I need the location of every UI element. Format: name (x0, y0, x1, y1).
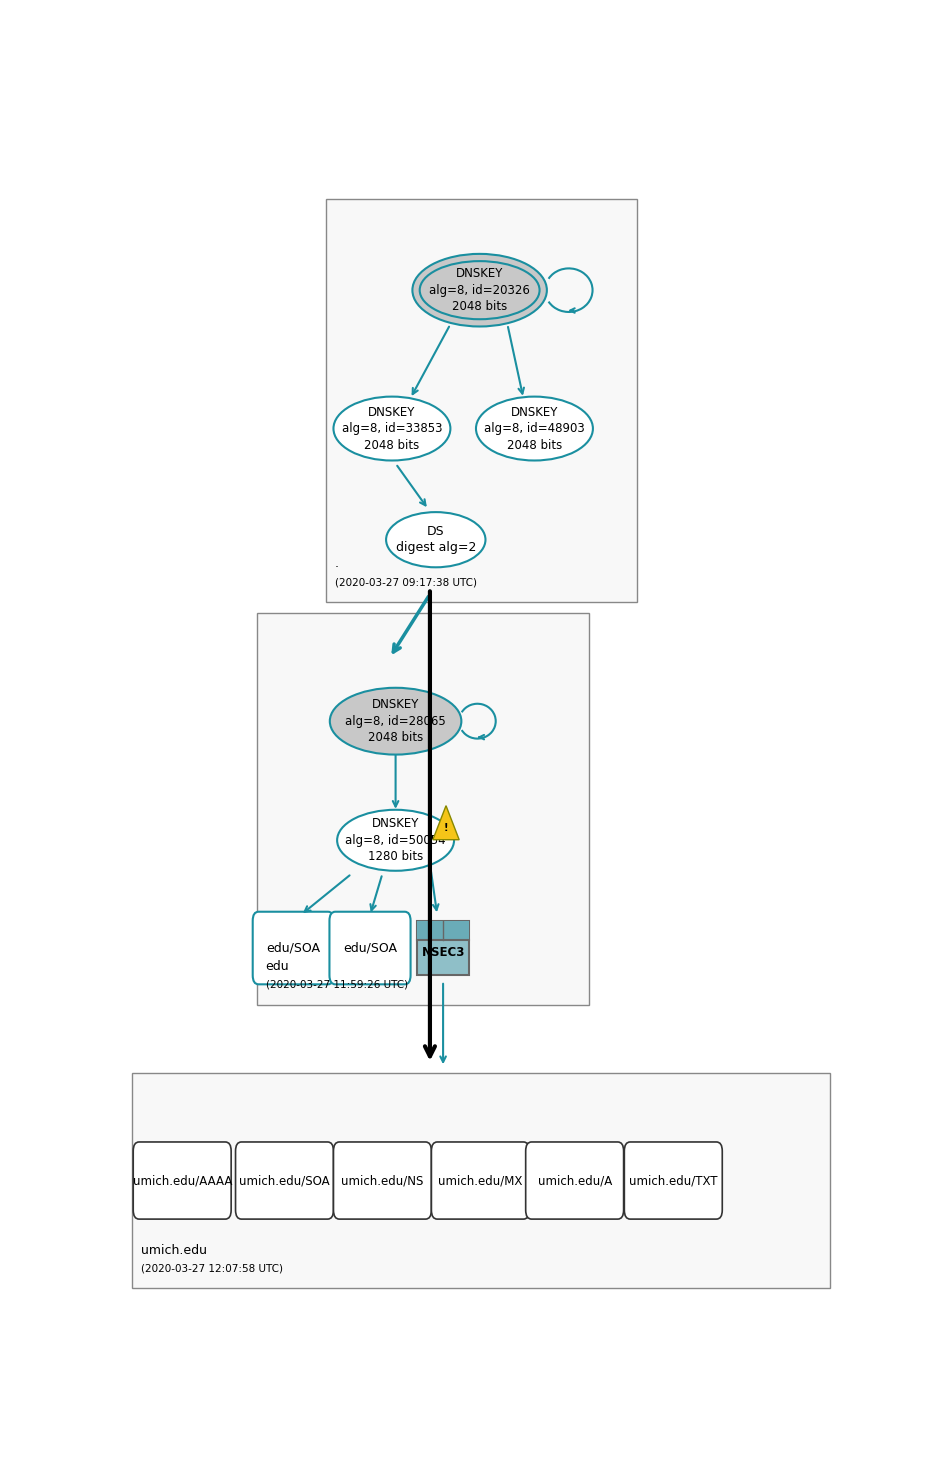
Bar (326, 199, 637, 602)
FancyBboxPatch shape (329, 912, 410, 984)
Polygon shape (433, 806, 459, 840)
FancyBboxPatch shape (624, 1142, 722, 1220)
Text: umich.edu/A: umich.edu/A (538, 1174, 612, 1187)
Text: umich.edu/TXT: umich.edu/TXT (629, 1174, 718, 1187)
Text: DS
digest alg=2: DS digest alg=2 (396, 524, 476, 554)
Text: DNSKEY
alg=8, id=48903
2048 bits: DNSKEY alg=8, id=48903 2048 bits (484, 405, 585, 452)
Text: (2020-03-27 11:59:26 UTC): (2020-03-27 11:59:26 UTC) (266, 980, 407, 990)
Text: .: . (335, 557, 339, 570)
Text: umich.edu/AAAA: umich.edu/AAAA (133, 1174, 232, 1187)
Bar (132, 1072, 831, 1289)
Text: (2020-03-27 09:17:38 UTC): (2020-03-27 09:17:38 UTC) (335, 577, 477, 588)
Bar (417, 921, 470, 940)
Text: !: ! (444, 823, 448, 834)
Text: DNSKEY
alg=8, id=33853
2048 bits: DNSKEY alg=8, id=33853 2048 bits (341, 405, 442, 452)
Text: edu/SOA: edu/SOA (266, 941, 321, 955)
Ellipse shape (386, 513, 486, 567)
FancyBboxPatch shape (253, 912, 334, 984)
Bar (256, 613, 589, 1005)
FancyBboxPatch shape (133, 1142, 231, 1220)
FancyBboxPatch shape (431, 1142, 529, 1220)
Ellipse shape (412, 253, 547, 327)
Text: umich.edu: umich.edu (141, 1243, 207, 1256)
Text: umich.edu/SOA: umich.edu/SOA (240, 1174, 330, 1187)
FancyBboxPatch shape (334, 1142, 431, 1220)
Ellipse shape (476, 396, 593, 461)
Ellipse shape (334, 396, 451, 461)
Text: NSEC3: NSEC3 (422, 946, 465, 959)
Text: DNSKEY
alg=8, id=20326
2048 bits: DNSKEY alg=8, id=20326 2048 bits (429, 267, 530, 314)
Ellipse shape (330, 688, 461, 754)
Text: (2020-03-27 12:07:58 UTC): (2020-03-27 12:07:58 UTC) (141, 1264, 283, 1274)
FancyBboxPatch shape (525, 1142, 623, 1220)
Text: DNSKEY
alg=8, id=50054
1280 bits: DNSKEY alg=8, id=50054 1280 bits (345, 818, 446, 863)
Bar (417, 921, 470, 975)
Text: umich.edu/MX: umich.edu/MX (438, 1174, 522, 1187)
Text: DNSKEY
alg=8, id=28065
2048 bits: DNSKEY alg=8, id=28065 2048 bits (345, 698, 446, 744)
Ellipse shape (338, 810, 455, 871)
Text: edu/SOA: edu/SOA (343, 941, 397, 955)
Text: edu: edu (266, 960, 290, 974)
Text: umich.edu/NS: umich.edu/NS (341, 1174, 423, 1187)
FancyBboxPatch shape (236, 1142, 334, 1220)
